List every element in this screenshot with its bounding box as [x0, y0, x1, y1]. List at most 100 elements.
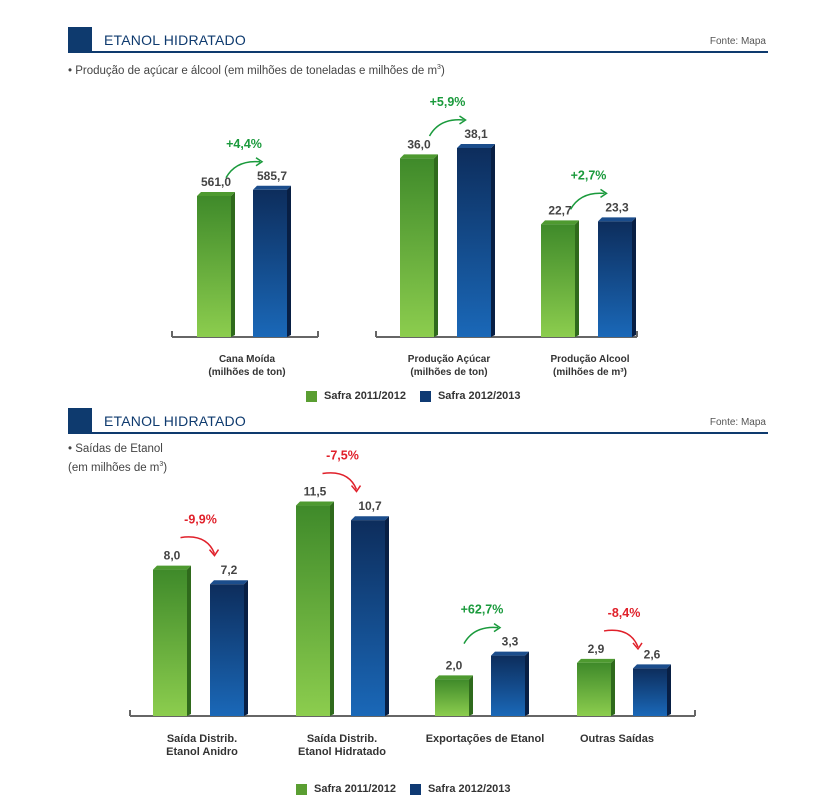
category-label: (milhões de m³) [553, 367, 627, 378]
data-label: 561,0 [201, 175, 231, 189]
legend-item: Safra 2011/2012 [296, 783, 396, 795]
bar-side [469, 675, 473, 716]
change-arrow-head [350, 485, 362, 493]
bar-side [434, 154, 438, 337]
change-arrow [322, 472, 358, 490]
bar-side [575, 220, 579, 337]
bar-top [491, 651, 529, 656]
legend-label: Safra 2012/2013 [437, 390, 521, 402]
bar-top [457, 144, 495, 148]
bar-side [491, 144, 495, 337]
data-label: 2,6 [644, 647, 661, 661]
change-percent: +5,9% [430, 95, 466, 109]
bar-side [187, 565, 191, 716]
legend-swatch-blue [419, 390, 431, 402]
data-label: 11,5 [304, 485, 327, 499]
bar-safra-2012-2013 [253, 189, 287, 337]
bar-top [400, 154, 438, 159]
category-label: Etanol Hidratado [298, 746, 386, 758]
subtitle-end: ) [163, 461, 168, 474]
change-percent: -9,9% [184, 513, 217, 527]
bar-safra-2012-2013 [598, 221, 632, 337]
top-panel: ETANOL HIDRATADO Fonte: Mapa • Produção … [68, 27, 768, 402]
change-percent: +62,7% [461, 603, 504, 617]
data-label: 36,0 [407, 137, 431, 151]
legend-swatch-blue [409, 783, 421, 795]
bar-safra-2011-2012 [400, 158, 434, 337]
change-arrow-head [208, 549, 220, 557]
change-arrow-head [493, 622, 502, 633]
bar-top [210, 580, 248, 585]
source-note: Fonte: Mapa [709, 36, 766, 47]
data-label: 38,1 [464, 127, 488, 141]
bar-safra-2012-2013 [633, 668, 667, 716]
bar-safra-2011-2012 [153, 569, 187, 716]
legend-item: Safra 2011/2012 [306, 390, 406, 402]
bar-top [153, 565, 191, 570]
bar-safra-2011-2012 [197, 196, 231, 337]
category-label: Produção Alcool [550, 354, 629, 365]
data-label: 2,9 [588, 642, 605, 656]
subtitle-end: ) [440, 64, 445, 77]
bar-safra-2011-2012 [541, 224, 575, 337]
legend-swatch-green [306, 390, 317, 402]
change-arrow [603, 629, 639, 648]
change-percent: -7,5% [326, 449, 359, 463]
subtitle-text: • Produção de açúcar e álcool (em milhõe… [68, 64, 438, 77]
bar-safra-2012-2013 [210, 584, 244, 716]
source-note: Fonte: Mapa [709, 417, 766, 428]
data-label: 585,7 [257, 169, 287, 183]
bar-safra-2012-2013 [457, 148, 491, 337]
change-arrow-head [459, 115, 467, 125]
subtitle-line1: • Saídas de Etanol [68, 443, 163, 455]
legend-item: Safra 2012/2013 [419, 390, 521, 402]
bar-side [231, 192, 235, 337]
bar-top [351, 516, 389, 521]
bar-safra-2011-2012 [296, 505, 330, 716]
chart-header-title: ETANOL HIDRATADO [104, 413, 246, 429]
bar-safra-2012-2013 [351, 520, 385, 716]
category-label: Exportações de Etanol [426, 733, 545, 745]
bar-safra-2011-2012 [577, 662, 611, 716]
change-arrow-head [255, 157, 264, 167]
category-label: Saída Distrib. [307, 733, 377, 745]
data-label: 8,0 [164, 549, 181, 563]
data-label: 3,3 [502, 635, 519, 649]
change-arrow [225, 160, 261, 179]
bar-side [525, 651, 529, 716]
change-arrow-head [600, 188, 608, 199]
category-label: Saída Distrib. [167, 733, 237, 745]
bar-top [633, 664, 671, 669]
legend-label: Safra 2012/2013 [427, 783, 511, 795]
bar-top [577, 658, 615, 663]
data-label: 23,3 [605, 200, 629, 214]
legend-top: Safra 2011/2012 Safra 2012/2013 [306, 390, 535, 402]
category-label: (milhões de ton) [410, 367, 487, 378]
category-label: Cana Moída [219, 354, 276, 365]
bar-side [667, 664, 671, 716]
bar-top [296, 501, 334, 506]
chart-subtitle: • Saídas de Etanol (em milhões de m3) [68, 441, 167, 476]
chart-subtitle: • Produção de açúcar e álcool (em milhõe… [68, 60, 445, 79]
legend-label: Safra 2011/2012 [324, 390, 406, 402]
bar-top [197, 192, 235, 196]
bar-side [244, 580, 248, 716]
legend-bottom: Safra 2011/2012 Safra 2012/2013 [296, 783, 525, 795]
bar-top [598, 217, 636, 222]
legend-swatch-green [296, 783, 307, 795]
change-arrow-head [632, 642, 643, 651]
change-arrow [428, 119, 464, 137]
change-percent: -8,4% [608, 606, 641, 620]
change-arrow [180, 536, 216, 554]
header-block [68, 408, 92, 434]
bar-side [287, 185, 291, 337]
header-line [92, 51, 768, 53]
legend-label: Safra 2011/2012 [314, 783, 396, 795]
header-block [68, 27, 92, 53]
category-label: (milhões de ton) [208, 367, 285, 378]
change-arrow [569, 192, 605, 210]
legend-item: Safra 2012/2013 [409, 783, 511, 795]
bar-top [541, 220, 579, 225]
